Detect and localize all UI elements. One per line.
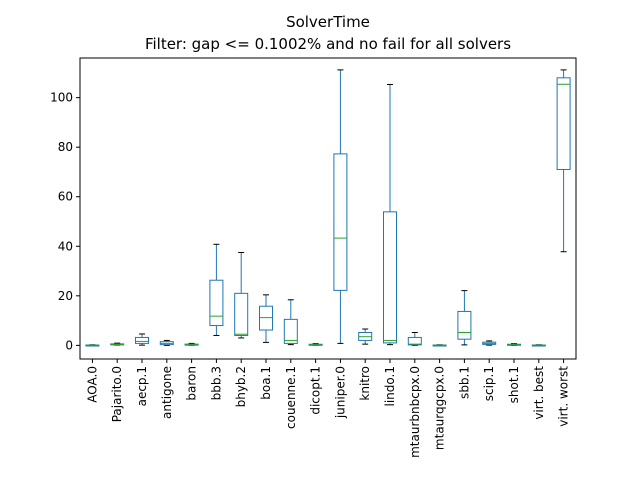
y-tick-label: 80 bbox=[58, 140, 73, 154]
box-iqr bbox=[135, 336, 149, 344]
box-iqr bbox=[407, 336, 422, 346]
x-tick-label: aecp.1 bbox=[135, 366, 149, 406]
x-tick-label: couenne.1 bbox=[284, 366, 298, 429]
box-boa-1 bbox=[259, 294, 273, 343]
x-axis: AOA.0 Pajarito.0 aecp.1 antigone baron bbb.3 b… bbox=[85, 359, 571, 458]
box-knitro bbox=[358, 328, 373, 345]
box-virt-best bbox=[531, 344, 546, 347]
box-iqr bbox=[457, 310, 472, 340]
chart-subtitle: Filter: gap <= 0.1002% and no fail for a… bbox=[145, 35, 511, 53]
y-tick-label: 20 bbox=[58, 289, 73, 303]
box-juniper-0 bbox=[333, 69, 348, 344]
box-mtaurbnbcpx-0 bbox=[407, 331, 422, 346]
box-sbb-1 bbox=[457, 290, 472, 346]
box-iqr bbox=[333, 153, 348, 291]
box-iqr bbox=[383, 211, 397, 344]
x-tick-label: sbb.1 bbox=[457, 366, 471, 399]
x-tick-label: baron bbox=[185, 366, 199, 401]
box-iqr bbox=[209, 279, 224, 327]
y-tick-label: 60 bbox=[58, 190, 73, 204]
x-tick-label: scip.1 bbox=[482, 366, 496, 401]
y-tick-label: 40 bbox=[58, 239, 73, 253]
y-axis: 0 20 40 60 80 100 bbox=[50, 91, 80, 352]
x-tick-label: Pajarito.0 bbox=[110, 366, 124, 422]
box-aecp-1 bbox=[135, 333, 149, 346]
x-tick-label: mtaurbnbcpx.0 bbox=[408, 366, 422, 458]
x-tick-label: AOA.0 bbox=[85, 366, 99, 403]
box-bhyb-2 bbox=[234, 251, 249, 339]
box-aoa-0 bbox=[85, 344, 100, 347]
x-tick-label: bbb.3 bbox=[209, 366, 223, 400]
x-tick-label: virt. worst bbox=[557, 366, 571, 427]
y-tick-label: 100 bbox=[50, 91, 73, 105]
x-tick-label: shot.1 bbox=[507, 366, 521, 403]
box-couenne-1 bbox=[283, 299, 298, 346]
plot-marks bbox=[85, 69, 571, 347]
x-tick-label: knitro bbox=[358, 366, 372, 401]
x-tick-label: bhyb.2 bbox=[234, 366, 248, 407]
x-tick-label: dicopt.1 bbox=[309, 366, 323, 415]
x-tick-label: boa.1 bbox=[259, 366, 273, 400]
box-dicopt-1 bbox=[308, 343, 323, 346]
box-pajarito-0 bbox=[110, 342, 125, 346]
x-tick-label: mtaurqgcpx.0 bbox=[433, 366, 447, 450]
x-tick-label: juniper.0 bbox=[333, 366, 347, 419]
box-iqr bbox=[234, 292, 249, 336]
y-tick-label: 0 bbox=[65, 338, 73, 352]
box-scip-1 bbox=[482, 340, 497, 346]
box-baron bbox=[184, 342, 199, 346]
chart-title: SolverTime bbox=[286, 13, 370, 31]
plot-frame bbox=[79, 57, 577, 360]
box-antigone bbox=[159, 339, 174, 346]
x-tick-label: virt. best bbox=[532, 366, 546, 420]
box-virt-worst bbox=[556, 69, 571, 253]
box-bbb-3 bbox=[209, 243, 224, 336]
box-lindo-1 bbox=[383, 84, 397, 346]
x-tick-label: lindo.1 bbox=[383, 366, 397, 406]
box-mtaurqgcpx-0 bbox=[432, 344, 447, 347]
box-iqr bbox=[283, 318, 298, 344]
box-shot-1 bbox=[507, 343, 521, 346]
x-tick-label: antigone bbox=[160, 366, 174, 419]
box-iqr bbox=[556, 77, 571, 170]
